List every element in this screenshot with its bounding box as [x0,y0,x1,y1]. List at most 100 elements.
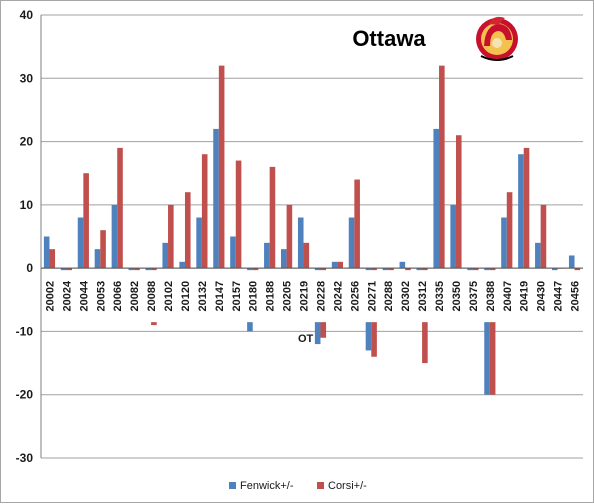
bar-fenwick [450,204,456,269]
bar-fenwick [213,128,219,269]
bar-fenwick [568,255,575,269]
category-label-box [567,270,582,323]
bar-corsi [201,154,208,269]
category-label: 20066 [112,281,124,312]
category-label-box [533,270,549,323]
bar-corsi [337,261,343,269]
category-label-box [465,270,481,323]
y-tick-label: -20 [16,388,34,402]
category-label: 20456 [570,281,582,312]
category-label-box [296,270,311,323]
category-label: 20312 [417,281,429,312]
legend-swatch-corsi [317,482,324,489]
category-label-box [550,270,566,323]
bar-fenwick [179,261,185,269]
y-tick-label: -30 [16,451,34,465]
category-label: 20419 [519,281,531,312]
category-label-box [126,270,142,323]
legend-label-corsi: Corsi+/- [328,480,367,492]
category-label: 20271 [366,281,378,312]
category-label: 20302 [400,281,412,312]
category-label: 20242 [332,281,344,312]
bar-corsi [489,268,496,395]
bar-corsi [168,204,174,269]
category-label-box [262,270,278,323]
category-label-box [177,270,193,323]
y-tick-label: 20 [20,135,34,149]
category-label: 20147 [214,281,226,312]
bar-fenwick [230,236,236,269]
category-label: 20053 [95,281,107,312]
category-label: 20120 [180,281,192,312]
bar-corsi [354,179,360,269]
bar-fenwick [331,261,338,269]
category-label-box [109,270,125,323]
bar-fenwick [433,128,440,269]
bar-fenwick [297,217,304,269]
bar-corsi [303,242,310,269]
y-tick-label: -10 [16,324,34,338]
category-label-box [397,270,413,323]
category-label-box [431,270,447,323]
category-label: 20157 [231,281,243,312]
category-label: 20102 [163,281,175,312]
bar-fenwick [162,242,169,269]
bar-corsi [506,192,513,269]
y-tick-label: 0 [26,261,33,275]
bar-fenwick [348,217,355,269]
bar-fenwick [501,217,507,269]
bar-fenwick [518,154,524,269]
category-label-box [245,270,261,323]
bar-corsi [439,65,445,269]
category-label: 20256 [349,281,361,312]
y-tick-label: 10 [20,198,34,212]
bar-corsi [540,204,547,269]
category-label: 20350 [451,281,463,312]
bar-fenwick [399,261,406,269]
category-label-box [448,270,464,323]
category-label: 20024 [61,280,73,311]
bar-fenwick [77,217,84,269]
bar-fenwick [196,217,202,269]
category-label: 20288 [383,281,395,312]
x-axis-category-labels: 20002 20024 20044 20053 20066 20082 20088 20102… [42,270,582,323]
bar-corsi [455,135,462,269]
bar-corsi [83,173,89,269]
y-axis-tick-labels: -30 -20 -10 0 10 20 30 40 [16,8,34,465]
category-label-box [211,270,227,323]
category-label: 20180 [248,281,260,312]
y-tick-label: 40 [20,8,34,22]
category-label-box [160,270,176,323]
legend-label-fenwick: Fenwick+/- [240,480,294,492]
category-label-box [143,270,159,323]
legend: Fenwick+/- Corsi+/- [229,480,367,492]
annotation-ot: OT [298,333,314,345]
bar-corsi [49,249,56,269]
bar-corsi [100,230,106,269]
category-label: 20088 [146,281,158,312]
category-label: 20219 [299,281,311,312]
category-label-box [499,270,515,323]
bar-fenwick [281,249,287,269]
category-label: 20375 [468,281,480,312]
category-label-box [279,270,295,323]
legend-swatch-fenwick [229,482,236,489]
category-label: 20335 [434,281,446,312]
senators-helmet-logo-icon [476,16,518,61]
bar-corsi [235,160,242,269]
bar-fenwick [111,204,118,269]
bar-fenwick [535,242,541,269]
category-label-box [228,270,244,323]
category-label-box [380,270,396,323]
bar-corsi [117,147,123,269]
bar-fenwick [43,236,50,269]
category-label-box [329,270,345,323]
category-label-box [346,270,362,323]
category-label: 20228 [315,281,327,312]
bars [43,65,581,395]
category-label-box [92,270,108,323]
chart-title: Ottawa [352,26,426,51]
bar-fenwick [264,242,270,269]
